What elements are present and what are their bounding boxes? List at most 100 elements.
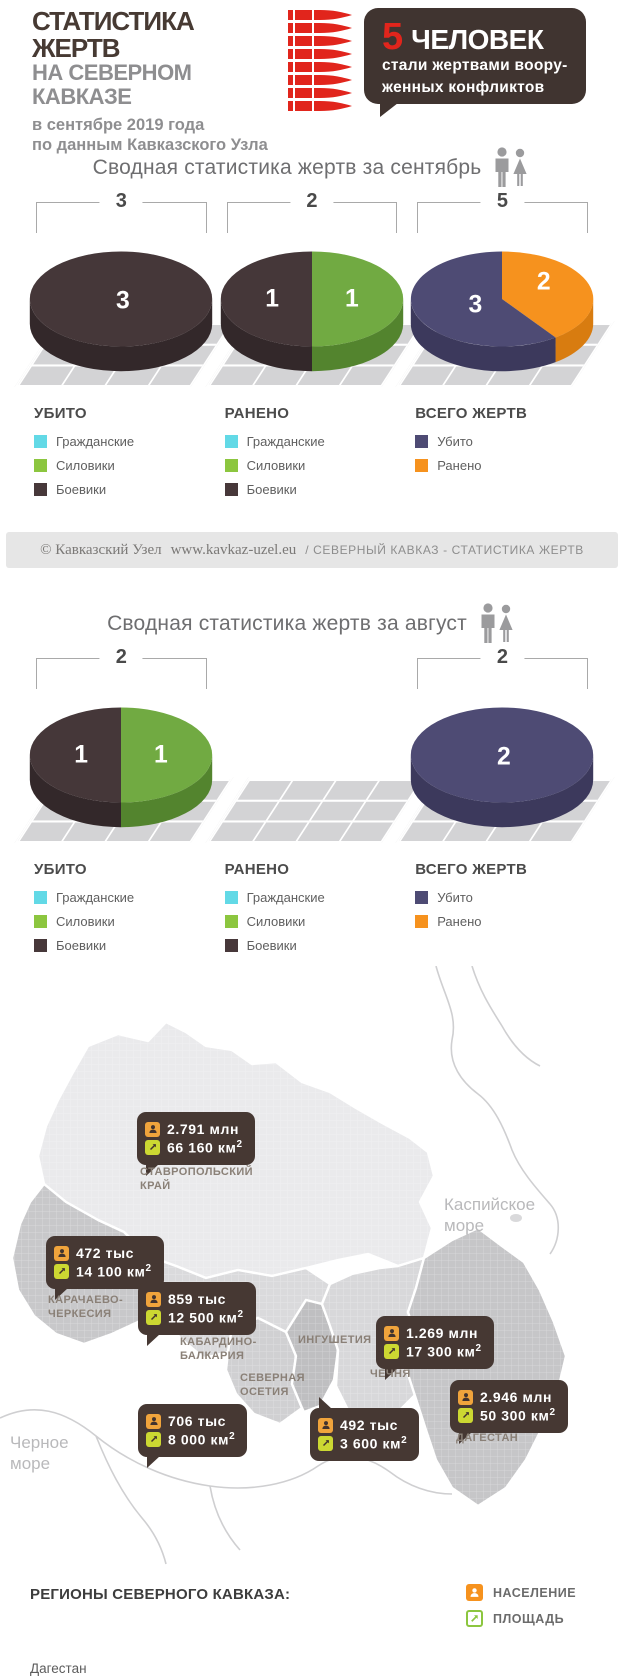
legend-label: Боевики [56, 938, 107, 953]
population-icon [384, 1325, 399, 1341]
legend-killed: УБИТО Гражданские Силовики Боевики [26, 405, 217, 497]
slice-value: 3 [116, 288, 130, 315]
august-charts: 2 1 1 УБИТО Гражданские С [14, 646, 615, 962]
bullets-icon [286, 8, 360, 119]
area-value: 50 300 км2 [480, 1407, 556, 1424]
legend-label: Гражданские [56, 890, 135, 905]
pie-august-total: 2 [410, 707, 594, 828]
caspian-island [510, 1214, 522, 1222]
bracket-september-killed: 3 [36, 190, 207, 233]
subtitle-line2: по данным Кавказского Узла [32, 136, 268, 155]
population-icon [146, 1291, 161, 1307]
population-row: 859 тыс [146, 1291, 244, 1307]
badge-text-line2: женных конфликтов [382, 79, 545, 97]
label-stavropol: СТАВРОПОЛЬСКИЙ КРАЙ [140, 1166, 253, 1192]
slice-value: 3 [469, 291, 483, 318]
area-icon [458, 1407, 473, 1423]
area-icon [146, 1309, 161, 1325]
swatch-civilians [224, 435, 238, 448]
legend-label: Боевики [246, 938, 297, 953]
pie-stage: 1 1 [14, 689, 234, 845]
legend-label: Гражданские [56, 434, 135, 449]
legend-item: Гражданские [34, 890, 217, 905]
area-row: 12 500 км2 [146, 1309, 244, 1326]
swatch-siloviki [224, 915, 238, 928]
site-url: www.kavkaz-uzel.eu [170, 541, 297, 558]
legend-title: ВСЕГО ЖЕРТВ [415, 405, 528, 422]
slice-value: 2 [497, 744, 511, 771]
main-title-line1: СТАТИСТИКА ЖЕРТВ [32, 6, 195, 63]
population-row: 2.791 млн [145, 1121, 243, 1137]
area-value: 8 000 км2 [168, 1431, 236, 1448]
legend-killed: УБИТО Гражданские Силовики Боевики [26, 861, 217, 953]
legend-label: Ранено [437, 914, 482, 929]
chart-september-total: 5 3 2 ВСЕГО ЖЕРТВ Убито Р [395, 190, 615, 506]
area-row: 14 100 км2 [54, 1263, 152, 1280]
legend-item: Ранено [415, 458, 598, 473]
legend-item: Гражданские [224, 434, 408, 449]
regions-heading: РЕГИОНЫ СЕВЕРНОГО КАВКАЗА: [30, 1586, 291, 1603]
swatch-killed [415, 435, 429, 448]
legend-total: ВСЕГО ЖЕРТВ Убито Ранено [407, 861, 598, 929]
legend-label: Гражданские [246, 434, 325, 449]
region-list: Дагестан Чечня Ингушетия Кабардино-Балка… [30, 1660, 594, 1678]
legend-label: Силовики [246, 914, 306, 929]
label-ingushetia: ИНГУШЕТИЯ [298, 1334, 372, 1346]
chart-august-total: 2 2 ВСЕГО ЖЕРТВ Убито Ранено [395, 646, 615, 962]
victims-count: 5 [382, 16, 404, 58]
pie-stage: 3 2 [395, 233, 615, 389]
bracket-total: 2 [99, 646, 143, 669]
bottom-header-row: РЕГИОНЫ СЕВЕРНОГО КАВКАЗА: НАСЕЛЕНИЕ ПЛО… [30, 1584, 594, 1636]
subtitle-line1: в сентябре 2019 года [32, 115, 205, 134]
legend-item: Боевики [34, 938, 217, 953]
black-sea-label: Черное море [10, 1433, 69, 1474]
swatch-militants [224, 483, 238, 496]
pie-september-total: 3 2 [410, 251, 594, 372]
legend-title: УБИТО [34, 405, 87, 422]
victims-word: ЧЕЛОВЕК [411, 24, 544, 55]
section-august: Сводная статистика жертв за август 2 [0, 602, 624, 962]
population-value: 706 тыс [168, 1413, 227, 1429]
map-graphic [0, 966, 568, 1565]
population-row: 492 тыс [318, 1417, 407, 1433]
caspian-sea-label: Каспийское море [444, 1195, 536, 1236]
caucasus-map: Каспийское море Черное море 2.791 млн 66… [0, 966, 624, 1578]
bracket-total: 5 [480, 190, 525, 213]
swatch-civilians [34, 891, 47, 904]
area-value: 17 300 км2 [406, 1343, 482, 1360]
legend-item: Боевики [224, 938, 408, 953]
legend-item: Силовики [224, 458, 408, 473]
pie-september-killed: 3 [29, 251, 213, 372]
population-row: 706 тыс [146, 1413, 235, 1429]
bottom-section: РЕГИОНЫ СЕВЕРНОГО КАВКАЗА: НАСЕЛЕНИЕ ПЛО… [0, 1578, 624, 1678]
area-icon [318, 1435, 333, 1451]
population-icon [145, 1121, 160, 1137]
infobar-suffix: / СЕВЕРНЫЙ КАВКАЗ - СТАТИСТИКА ЖЕРТВ [305, 543, 584, 557]
badge-headline: 5 ЧЕЛОВЕК [382, 16, 572, 58]
section-september: Сводная статистика жертв за сентябрь 3 [0, 146, 624, 506]
pie-stage: 1 1 [205, 233, 425, 389]
list-item-dagestan: Дагестан [30, 1661, 87, 1676]
slice-value: 2 [537, 269, 551, 296]
population-value: 1.269 млн [406, 1325, 479, 1341]
swatch-militants [34, 939, 47, 952]
legend-label: НАСЕЛЕНИЕ [493, 1585, 577, 1600]
legend-title: УБИТО [34, 861, 87, 878]
area-value: 12 500 км2 [168, 1309, 244, 1326]
callout-karachay-cherkessia: 472 тыс 14 100 км2 [46, 1236, 164, 1300]
callout-kabardino-balkaria: 859 тыс 12 500 км2 [138, 1282, 256, 1346]
chart-august-wounded: РАНЕНО Гражданские Силовики Боевики [205, 652, 425, 962]
legend-label: Силовики [246, 458, 306, 473]
swatch-siloviki [224, 459, 238, 472]
area-value: 14 100 км2 [76, 1263, 152, 1280]
august-title-row: Сводная статистика жертв за август [26, 602, 598, 646]
legend-label: Гражданские [246, 890, 325, 905]
bracket-september-wounded: 2 [226, 190, 398, 233]
swatch-civilians [224, 891, 238, 904]
population-row: 472 тыс [54, 1245, 152, 1261]
august-title: Сводная статистика жертв за август [107, 612, 467, 635]
swatch-militants [34, 483, 47, 496]
bullets-graphic [288, 10, 352, 111]
callout-north-ossetia: 706 тыс 8 000 км2 [138, 1404, 248, 1468]
